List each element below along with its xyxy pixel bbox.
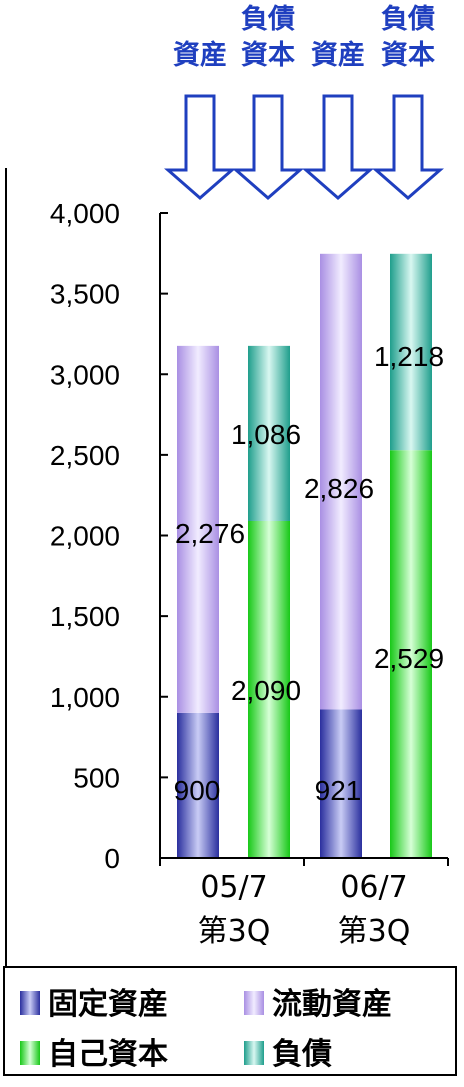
down-arrow-icon: [372, 94, 444, 200]
down-arrow-icon: [302, 94, 374, 200]
bar-segment: [248, 520, 290, 858]
legend-swatch: [244, 1041, 264, 1065]
header-label: 資産: [311, 39, 365, 71]
header-label: 負債資本: [241, 4, 295, 71]
legend-label: 流動資産: [272, 987, 392, 1022]
data-label: 1,086: [231, 419, 301, 450]
y-tick-label: 500: [73, 762, 120, 793]
x-axis: 05/7 第3Q 06/7 第3Q: [159, 857, 449, 949]
down-arrow-icon: [232, 94, 304, 200]
data-label: 900: [174, 775, 221, 806]
legend-label: 負債: [272, 1037, 332, 1072]
legend-label: 自己資本: [48, 1037, 168, 1072]
legend-label: 固定資産: [48, 987, 168, 1022]
y-tick-label: 1,000: [50, 682, 120, 713]
y-axis: 0 500 1,000 1,500 2,000 2,500 3,000 3,500 4,000: [50, 198, 168, 874]
y-tick-label: 4,000: [50, 198, 120, 229]
y-tick-label: 0: [104, 843, 120, 874]
header-label: 負債資本: [381, 4, 435, 71]
data-label: 2,276: [175, 518, 245, 549]
data-label: 1,218: [374, 341, 444, 372]
data-label: 921: [315, 775, 362, 806]
y-tick-label: 3,000: [50, 359, 120, 390]
x-tick-label: 05/7 第3Q: [198, 870, 271, 949]
down-arrow-icon: [164, 94, 236, 200]
data-label: 2,826: [304, 473, 374, 504]
bars: [177, 253, 432, 858]
legend-box: [3, 966, 457, 1076]
legend-swatch: [20, 1041, 40, 1065]
x-tick-label: 06/7 第3Q: [338, 870, 411, 949]
y-tick-label: 3,500: [50, 279, 120, 310]
y-tick-label: 2,000: [50, 521, 120, 552]
data-label: 2,090: [231, 675, 301, 706]
bar-segment: [177, 345, 219, 713]
bar-segment: [320, 709, 362, 858]
y-tick-label: 2,500: [50, 440, 120, 471]
bar-segment: [390, 450, 432, 858]
bar-segment: [177, 712, 219, 858]
y-tick-label: 1,500: [50, 601, 120, 632]
bar-segment: [248, 345, 290, 521]
header-label: 資産: [173, 39, 227, 71]
bar-segment: [320, 253, 362, 710]
data-labels: 900 2,276 2,090 1,086 921 2,826 2,529 1,218: [174, 341, 444, 806]
legend-swatch: [244, 991, 264, 1015]
bar-segment: [390, 253, 432, 451]
data-label: 2,529: [374, 643, 444, 674]
legend-swatch: [20, 991, 40, 1015]
